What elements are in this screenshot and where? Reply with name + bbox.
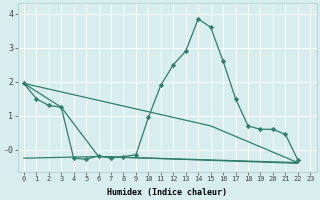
X-axis label: Humidex (Indice chaleur): Humidex (Indice chaleur) (107, 188, 227, 197)
